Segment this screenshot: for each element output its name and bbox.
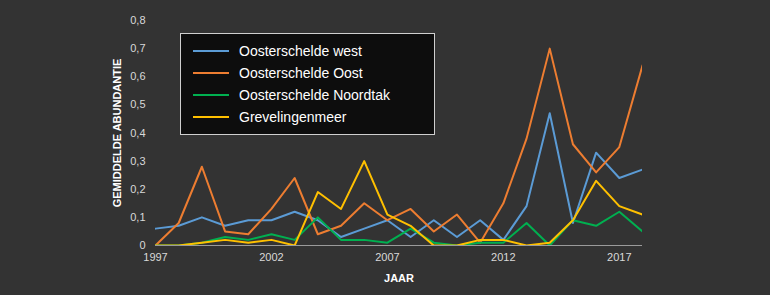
svg-text:0,3: 0,3: [130, 155, 145, 167]
svg-text:0,8: 0,8: [130, 14, 145, 26]
svg-text:2012: 2012: [491, 251, 515, 263]
svg-text:0,1: 0,1: [130, 211, 145, 223]
html-text:Grevelingenmeer: Grevelingenmeer: [239, 109, 347, 125]
svg-text:0: 0: [139, 239, 145, 251]
svg-text:2007: 2007: [375, 251, 399, 263]
svg-text:JAAR: JAAR: [384, 272, 414, 284]
svg-text:2002: 2002: [259, 251, 283, 263]
svg-text:GEMIDDELDE ABUNDANTIE: GEMIDDELDE ABUNDANTIE: [111, 59, 123, 208]
svg-text:2017: 2017: [607, 251, 631, 263]
html-text:Oosterschelde west: Oosterschelde west: [239, 43, 362, 59]
svg-text:0,5: 0,5: [130, 98, 145, 110]
svg-text:0,2: 0,2: [130, 183, 145, 195]
svg-text:0,7: 0,7: [130, 42, 145, 54]
html-text:Oosterschelde Noordtak: Oosterschelde Noordtak: [239, 87, 390, 103]
svg-text:0,4: 0,4: [130, 127, 145, 139]
svg-text:0,6: 0,6: [130, 70, 145, 82]
svg-text:1997: 1997: [143, 251, 167, 263]
html-text:Oosterschelde Oost: Oosterschelde Oost: [239, 65, 363, 81]
